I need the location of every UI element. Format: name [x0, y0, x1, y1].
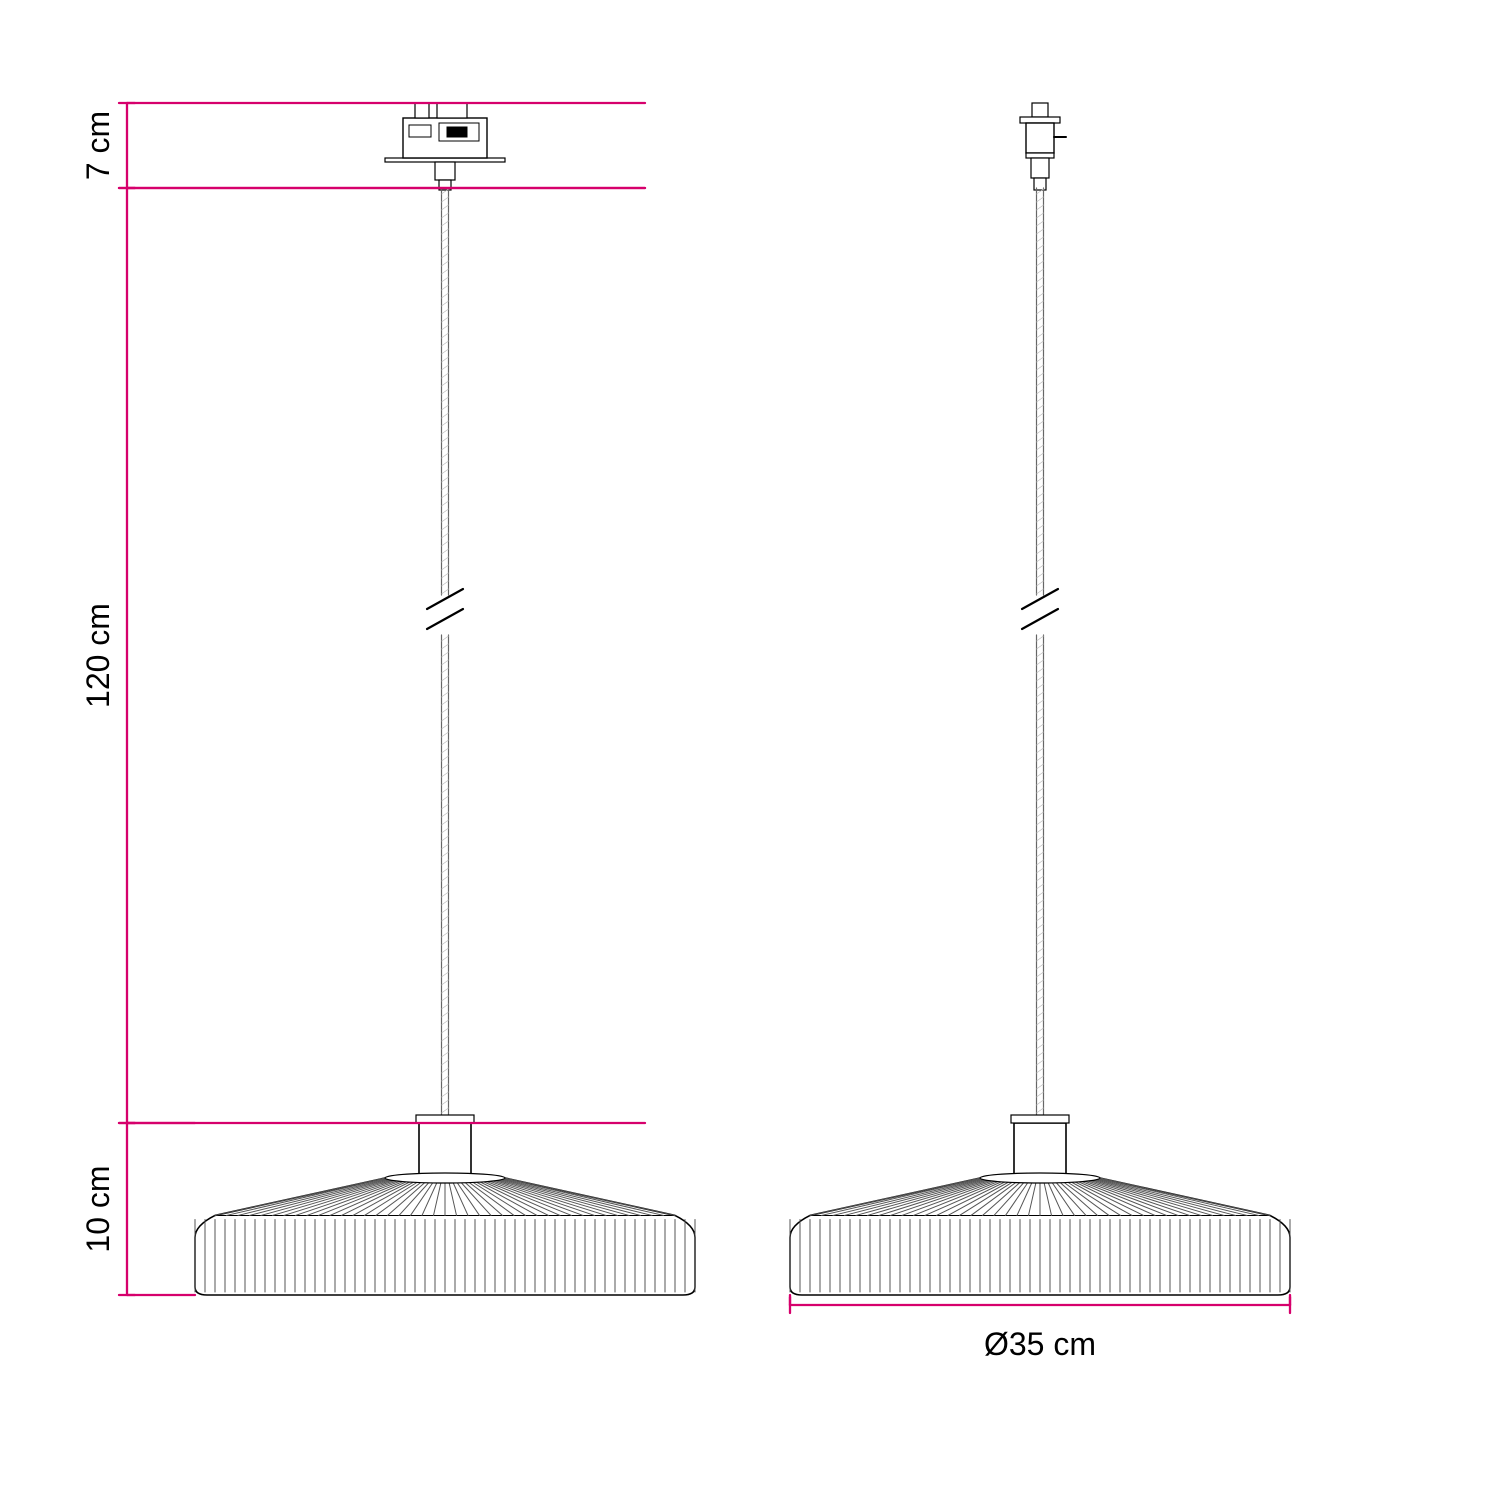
- track-connector-front: [385, 103, 505, 190]
- dimension-label: 120 cm: [80, 603, 116, 708]
- dimension-label: 10 cm: [80, 1165, 116, 1252]
- dimension-label: 7 cm: [80, 111, 116, 180]
- technical-drawing: 7 cm 120 cm 10 cm Ø35 cm: [0, 0, 1500, 1500]
- track-connector-side: [1020, 103, 1066, 190]
- dimension-label: Ø35 cm: [984, 1326, 1096, 1362]
